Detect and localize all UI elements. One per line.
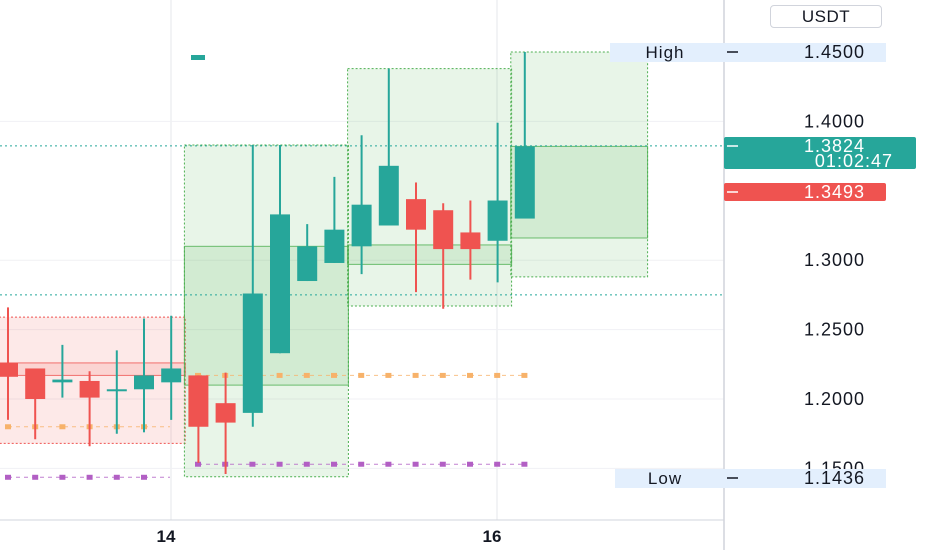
range-box-1 bbox=[0, 316, 186, 444]
purple-level-marker bbox=[59, 474, 66, 480]
orange-level-marker bbox=[385, 372, 392, 378]
candle-body bbox=[106, 389, 127, 392]
last-price-value: 1.3824 bbox=[804, 136, 865, 156]
y-tick-label: 1.3000 bbox=[804, 250, 865, 270]
candle-body bbox=[25, 368, 46, 399]
secondary-price-value: 1.3493 bbox=[804, 182, 865, 202]
orange-level-marker bbox=[439, 372, 446, 378]
candle-body bbox=[514, 146, 535, 219]
x-tick-label: 16 bbox=[483, 527, 502, 546]
countdown-timer: 01:02:47 bbox=[815, 151, 893, 171]
x-tick-label: 14 bbox=[157, 527, 176, 546]
y-tick-label: 1.2000 bbox=[804, 389, 865, 409]
high-value: 1.4500 bbox=[804, 42, 865, 62]
candle-body bbox=[487, 200, 508, 241]
low-label: Low bbox=[648, 469, 682, 488]
purple-level-marker bbox=[249, 461, 256, 467]
purple-level-marker bbox=[521, 461, 528, 467]
orange-level-marker bbox=[59, 424, 66, 430]
candle-body bbox=[215, 403, 236, 423]
orange-level-marker bbox=[303, 372, 310, 378]
purple-level-marker bbox=[303, 461, 310, 467]
candle-body bbox=[378, 165, 399, 226]
orange-level-marker bbox=[521, 372, 528, 378]
purple-level-marker bbox=[113, 474, 120, 480]
high-badge bbox=[610, 43, 886, 62]
high-label: High bbox=[646, 43, 685, 62]
purple-level-marker bbox=[439, 461, 446, 467]
signal-marker bbox=[191, 55, 205, 60]
candle-body bbox=[324, 229, 345, 263]
candle-body bbox=[52, 379, 73, 383]
range-box-body-2 bbox=[183, 245, 349, 386]
candle-body bbox=[406, 199, 426, 230]
range-box-3 bbox=[347, 68, 513, 307]
candle-body bbox=[79, 380, 100, 398]
currency-selector-button[interactable]: USDT bbox=[770, 5, 882, 28]
purple-level-marker bbox=[385, 461, 392, 467]
y-tick-label: 1.2500 bbox=[804, 320, 865, 340]
last-price-badge bbox=[724, 137, 916, 169]
candle-body bbox=[270, 214, 290, 354]
y-tick-label: 1.4000 bbox=[804, 111, 865, 131]
range-box-2 bbox=[183, 144, 349, 478]
candle-body bbox=[134, 375, 154, 390]
candle-body bbox=[242, 293, 263, 413]
range-box-body-3 bbox=[347, 244, 513, 265]
candle-body bbox=[433, 210, 454, 250]
candle-body bbox=[351, 204, 372, 247]
secondary-price-badge bbox=[724, 183, 886, 201]
candle-body bbox=[297, 246, 318, 282]
candle-body bbox=[161, 368, 182, 383]
candle-body bbox=[460, 232, 481, 250]
low-badge bbox=[615, 469, 886, 488]
low-value: 1.1436 bbox=[804, 468, 865, 488]
candle-body bbox=[188, 375, 209, 427]
candle-body bbox=[0, 362, 18, 377]
